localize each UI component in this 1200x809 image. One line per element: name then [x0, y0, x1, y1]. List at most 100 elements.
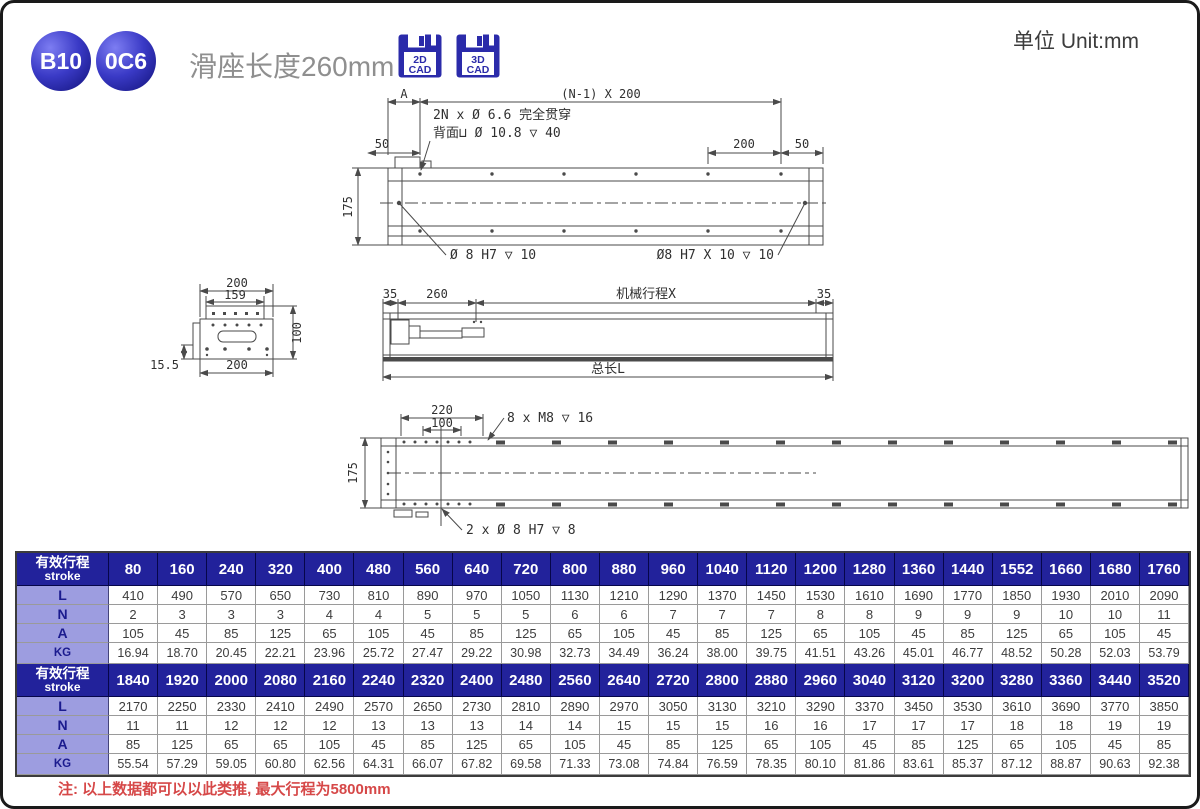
stroke-header-row: 有效行程 stroke 80 160 240 320 400 480 560 640 720 800 8…	[17, 553, 1190, 586]
stroke-value-header: 3280	[992, 664, 1042, 697]
spec-cell: 43.26	[845, 643, 895, 664]
spec-cell: 4	[305, 605, 355, 624]
spec-cell: 85	[403, 735, 453, 754]
row-label-N: N	[17, 605, 109, 624]
spec-cell: 65	[256, 735, 306, 754]
spec-cell: 73.08	[599, 754, 650, 775]
spec-cell: 65	[992, 735, 1042, 754]
spec-cell: 3	[256, 605, 306, 624]
spec-cell: 105	[305, 735, 355, 754]
stroke-value-header: 2880	[747, 664, 797, 697]
spec-cell: 1450	[747, 586, 797, 605]
dim-200-bottom-label: 200	[226, 358, 248, 372]
spec-cell: 45	[599, 735, 650, 754]
spec-cell: 76.59	[698, 754, 748, 775]
spec-cell: 1370	[698, 586, 748, 605]
spec-cell: 12	[305, 716, 355, 735]
hole-note-line2: 背面⊔ Ø 10.8 ▽ 40	[433, 126, 561, 141]
rail-marks	[386, 440, 1177, 507]
stroke-header-en: stroke	[44, 680, 81, 695]
dim-50-right-label: 50	[795, 137, 809, 151]
dim-159-label: 159	[224, 288, 246, 302]
spec-cell: 2250	[158, 697, 208, 716]
spec-cell: 1690	[894, 586, 944, 605]
spec-cell: 50.28	[1041, 643, 1091, 664]
end-view-drawing: 200 159 100 15.5 200	[150, 276, 304, 377]
spec-cell: 3370	[845, 697, 895, 716]
spec-cell: 39.75	[747, 643, 797, 664]
dim-a-label: A	[400, 87, 408, 101]
spec-cell: 2970	[599, 697, 650, 716]
cad-2d-icon[interactable]: 2D CAD	[397, 33, 443, 79]
dim-200-top-label: 200	[226, 276, 248, 290]
stroke-value-header: 1280	[845, 553, 895, 586]
floppy-shutter-slot	[419, 36, 424, 46]
spec-cell: 2410	[256, 697, 306, 716]
spec-cell: 9	[894, 605, 944, 624]
spec-cell: 67.82	[452, 754, 502, 775]
spec-cell: 85	[109, 735, 159, 754]
stroke-value-header: 80	[109, 553, 159, 586]
spec-cell: 3530	[943, 697, 993, 716]
spec-cell: 105	[1090, 624, 1140, 643]
stroke-header-cn: 有效行程	[35, 554, 90, 570]
mech-stroke-label: 机械行程X	[616, 287, 676, 302]
stroke-value-header: 400	[305, 553, 355, 586]
cad-3d-icon[interactable]: 3D CAD	[455, 33, 501, 79]
dim-200-right-label: 200	[733, 137, 755, 151]
cad-3d-text-top: 3D	[471, 54, 485, 66]
spec-cell: 810	[354, 586, 404, 605]
carriage-holes	[205, 312, 269, 357]
spec-cell: 125	[256, 624, 306, 643]
spec-cell: 60.80	[256, 754, 306, 775]
spec-cell: 18.70	[158, 643, 208, 664]
spec-cell: 125	[452, 735, 502, 754]
spec-cell: 20.45	[207, 643, 257, 664]
spec-cell: 2890	[550, 697, 600, 716]
spec-cell: 125	[747, 624, 797, 643]
stroke-value-header: 2640	[599, 664, 650, 697]
spec-cell: 13	[452, 716, 502, 735]
spec-cell: 4	[354, 605, 404, 624]
spec-cell: 38.00	[698, 643, 748, 664]
cad-2d-text-bottom: CAD	[409, 64, 432, 76]
stroke-value-header: 480	[354, 553, 404, 586]
spec-cell: 48.52	[992, 643, 1042, 664]
spec-cell: 15	[649, 716, 699, 735]
spec-cell: 2010	[1090, 586, 1140, 605]
spec-cell: 45	[403, 624, 453, 643]
spec-cell: 3690	[1041, 697, 1091, 716]
spec-cell: 6	[550, 605, 600, 624]
stroke-value-header: 1760	[1139, 553, 1190, 586]
model-badge-0c6: 0C6	[96, 31, 156, 91]
spec-cell: 17	[894, 716, 944, 735]
spec-cell: 15	[698, 716, 748, 735]
stroke-value-header: 2480	[501, 664, 551, 697]
floppy-notch	[489, 34, 494, 46]
stroke-value-header: 3360	[1041, 664, 1091, 697]
dim-100-label: 100	[431, 416, 453, 430]
spec-cell: 29.22	[452, 643, 502, 664]
spec-cell: 46.77	[943, 643, 993, 664]
spec-cell: 9	[992, 605, 1042, 624]
row-label-A: A	[17, 624, 109, 643]
spec-cell: 2810	[501, 697, 551, 716]
row-label-A: A	[17, 735, 109, 754]
stroke-value-header: 2720	[649, 664, 699, 697]
spec-cell: 410	[109, 586, 159, 605]
spec-cell: 15	[599, 716, 650, 735]
spec-cell: 1930	[1041, 586, 1091, 605]
model-badge-b10: B10	[31, 31, 91, 91]
spec-cell: 13	[354, 716, 404, 735]
spec-cell: 19	[1139, 716, 1190, 735]
stroke-value-header: 1840	[109, 664, 159, 697]
spec-cell: 1610	[845, 586, 895, 605]
top-view-drawing: 35 260 机械行程X 35 总长L	[382, 287, 834, 381]
stroke-value-header: 2160	[305, 664, 355, 697]
spec-cell: 16	[747, 716, 797, 735]
floppy-shutter-slot	[477, 36, 482, 46]
spec-cell: 2490	[305, 697, 355, 716]
spec-cell: 62.56	[305, 754, 355, 775]
spec-cell: 5	[452, 605, 502, 624]
row-label-KG: KG	[17, 643, 109, 664]
